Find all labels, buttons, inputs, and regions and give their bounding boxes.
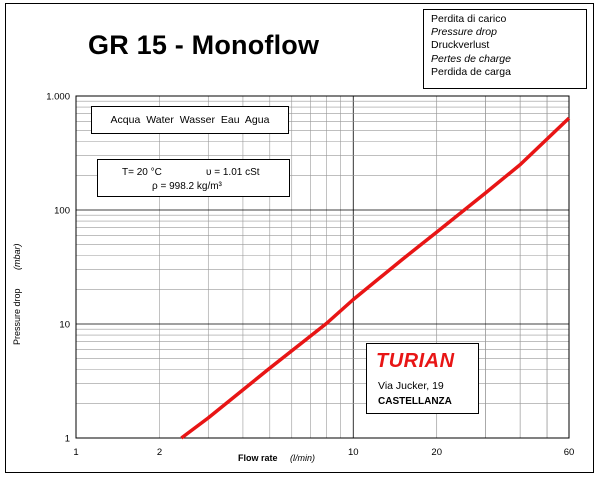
- legend-line-german: Druckverlust: [431, 39, 490, 52]
- y-tick-label: 1: [65, 434, 70, 445]
- legend-line-italian: Perdita di carico: [431, 13, 507, 25]
- y-axis-title: Pressure drop: [12, 288, 22, 345]
- chart-title: GR 15 - Monoflow: [88, 30, 320, 60]
- y-axis-unit: (mbar): [12, 243, 22, 270]
- fluid-properties-box: T= 20 °C υ = 1.01 cSt ρ = 998.2 kg/m³: [97, 159, 290, 197]
- x-tick-label: 1: [73, 447, 78, 458]
- plot-border: [75, 95, 570, 439]
- fluid-label-box: Acqua Water Wasser Eau Agua: [91, 106, 289, 134]
- fluid-label: Acqua Water Wasser Eau Agua: [110, 114, 270, 126]
- x-tick-label: 60: [564, 447, 575, 458]
- language-legend-box: Perdita di carico Pressure drop Druckver…: [423, 9, 587, 89]
- y-tick-label: 1.000: [46, 92, 70, 103]
- brand-logo: TURIAN: [376, 350, 455, 372]
- x-tick-label: 10: [348, 447, 359, 458]
- plot-area: [76, 96, 569, 438]
- temperature-value: T= 20 °C: [122, 167, 162, 178]
- brand-city: CASTELLANZA: [378, 396, 452, 407]
- density-value: ρ = 998.2 kg/m³: [152, 181, 222, 192]
- viscosity-value: υ = 1.01 cSt: [206, 167, 260, 178]
- brand-box: TURIAN Via Jucker, 19 CASTELLANZA: [366, 343, 479, 414]
- x-axis-label: Flow rate (l/min): [238, 453, 315, 463]
- x-tick-label: 20: [431, 447, 442, 458]
- y-tick-label: 10: [59, 320, 70, 331]
- x-axis-title: Flow rate: [238, 453, 278, 463]
- x-axis-unit: (l/min): [290, 453, 316, 463]
- brand-street: Via Jucker, 19: [378, 380, 444, 392]
- y-axis-label: Pressure drop (mbar): [12, 243, 22, 345]
- legend-line-french: Pertes de charge: [431, 52, 511, 65]
- x-tick-label: 2: [157, 447, 162, 458]
- pressure-drop-curve: [180, 116, 571, 440]
- legend-line-spanish: Perdida de carga: [431, 65, 511, 78]
- y-tick-label: 100: [54, 206, 70, 217]
- legend-line-english: Pressure drop: [431, 26, 497, 39]
